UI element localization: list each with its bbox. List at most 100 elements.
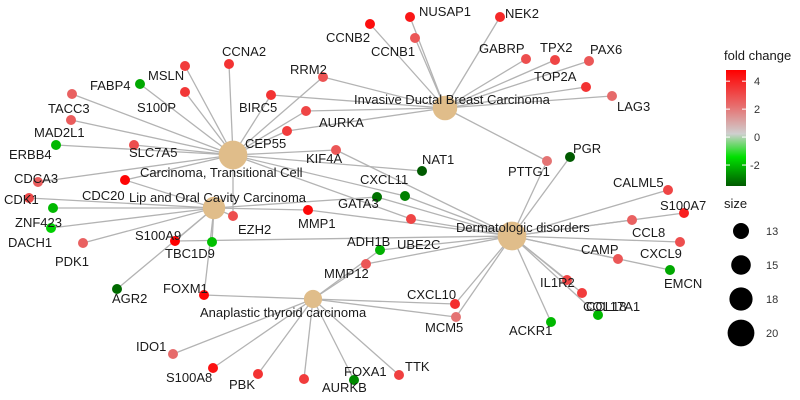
edge-cdc20-loc <box>124 179 215 209</box>
gene-node-agr2 <box>112 284 122 294</box>
edge-cdca3-ctc <box>37 154 234 183</box>
edge-s100a9-dd <box>174 235 513 242</box>
disease-node-lip-and-oral-cavity-carcinoma <box>202 196 226 220</box>
size-key-circle <box>731 255 751 275</box>
gene-node-ccnb2 <box>365 19 375 29</box>
gene-label-col17a1: COL17A1 <box>583 299 640 314</box>
edge-gabrp-idbc <box>444 58 527 109</box>
edge-tpx2-idbc <box>444 59 556 109</box>
disease-node-carcinoma-transitional-cell <box>218 140 248 170</box>
edge-pgr-dd <box>511 156 571 237</box>
gene-label-adh1b: ADH1B <box>347 234 390 249</box>
gene-label-agr2: AGR2 <box>112 291 147 306</box>
size-key-circle <box>727 319 755 347</box>
gene-node-cxcl10 <box>450 299 460 309</box>
edge-gata3-loc <box>213 196 378 209</box>
edge-mmp12-atc <box>312 263 367 300</box>
gene-node-ezh2 <box>228 211 238 221</box>
gene-label-pax6: PAX6 <box>590 42 622 57</box>
gene-label-mmp1: MMP1 <box>298 216 336 231</box>
edge-top2a-idbc <box>444 86 587 109</box>
gene-node-fabp4 <box>135 79 145 89</box>
edge-dach1-loc <box>50 207 215 229</box>
edge-cxcl10-atc <box>312 298 456 305</box>
gene-node-foxm1 <box>199 290 209 300</box>
gene-label-mcm5: MCM5 <box>425 320 463 335</box>
gene-node-ttk <box>394 370 404 380</box>
edge-col17a1-dd <box>511 235 599 316</box>
gene-label-ido1: IDO1 <box>136 339 166 354</box>
gene-node-msln <box>180 61 190 71</box>
gene-node-pax6 <box>584 56 594 66</box>
gene-label-tpx2: TPX2 <box>540 40 573 55</box>
colorbar-tick-label: 2 <box>754 104 760 116</box>
gene-node-ido1 <box>168 349 178 359</box>
edge-s100a8-atc <box>212 298 314 369</box>
gene-node-col17a1 <box>593 310 603 320</box>
gene-label-kif4a: KIF4A <box>306 151 342 166</box>
gene-label-nat1: NAT1 <box>422 152 454 167</box>
network-edges <box>28 16 685 381</box>
gene-node-tbc1d9 <box>207 237 217 247</box>
edge-ube2c-dd <box>410 218 513 237</box>
gene-label-birc5: BIRC5 <box>239 100 277 115</box>
edge-foxm1-atc <box>203 294 314 300</box>
gene-node-aurkb <box>299 374 309 384</box>
edge-ccl8-dd <box>511 219 633 237</box>
gene-label-cdk1: CDK1 <box>4 192 39 207</box>
gene-label-tbc1d9: TBC1D9 <box>165 246 215 261</box>
edge-pax6-idbc <box>444 60 590 109</box>
gene-node-lag3 <box>607 91 617 101</box>
gene-node-cxcl11 <box>400 191 410 201</box>
gene-label-pbk: PBK <box>229 377 255 392</box>
edge-fabp4-ctc <box>139 83 234 156</box>
edge-ube2c-ctc <box>232 154 412 220</box>
edge-tacc3-ctc <box>71 93 234 156</box>
gene-label-s100a7: S100A7 <box>660 198 706 213</box>
gene-node-s100a9 <box>170 236 180 246</box>
gene-label-cdc20: CDC20 <box>82 188 125 203</box>
gene-node-s100a8 <box>208 363 218 373</box>
gene-node-pdk1 <box>78 238 88 248</box>
colorbar-tick-label: 0 <box>754 132 760 144</box>
gene-label-s100a8: S100A8 <box>166 370 212 385</box>
edge-slc7a5-ctc <box>133 144 234 156</box>
gene-node-tacc3 <box>67 89 77 99</box>
gene-label-slc7a5: SLC7A5 <box>129 145 177 160</box>
disease-label-anaplastic-thyroid-carcinoma: Anaplastic thyroid carcinoma <box>200 305 367 320</box>
fold-change-colorbar <box>726 70 746 186</box>
disease-label-carcinoma-transitional-cell: Carcinoma, Transitional Cell <box>140 165 303 180</box>
gene-node-mmp1 <box>303 205 313 215</box>
edge-agr2-loc <box>116 207 215 290</box>
node-labels: Invasive Ductal Breast Carcinoma Carcinom… <box>4 4 706 395</box>
disease-node-anaplastic-thyroid-carcinoma <box>303 289 323 309</box>
edge-ccna2-ctc <box>228 63 234 156</box>
edge-cep55-idbc <box>286 107 446 132</box>
gene-node-il1r2 <box>562 275 572 285</box>
gene-node-pttg1 <box>542 156 552 166</box>
gene-node-mad2l1 <box>66 115 76 125</box>
gene-node-pgr <box>565 152 575 162</box>
gene-node-emcn <box>665 265 675 275</box>
edge-msln-ctc <box>184 65 234 156</box>
edge-ccnb2-idbc <box>369 23 446 109</box>
gene-label-znf423: ZNF423 <box>15 215 62 230</box>
gene-label-il1r2: IL1R2 <box>540 275 575 290</box>
gene-label-emcn: EMCN <box>664 276 702 291</box>
size-key-circle <box>733 223 749 239</box>
gene-label-ttk: TTK <box>405 359 430 374</box>
gene-node-rrm2 <box>318 72 328 82</box>
colorbar-tick-label: 4 <box>754 76 760 88</box>
gene-label-ccnb2: CCNB2 <box>326 30 370 45</box>
gene-node-birc5 <box>266 90 276 100</box>
gene-label-ezh2: EZH2 <box>238 222 271 237</box>
gene-label-cxcl9: CXCL9 <box>640 246 682 261</box>
gene-label-gata3: GATA3 <box>338 196 379 211</box>
gene-label-ccl18: CCL18 <box>586 299 626 314</box>
gene-label-foxa1: FOXA1 <box>344 364 387 379</box>
edge-mmp12-dd <box>365 235 513 265</box>
gene-label-cxcl10: CXCL10 <box>407 287 456 302</box>
edge-kif4a-ctc <box>232 149 337 156</box>
gene-node-pbk <box>253 369 263 379</box>
gene-label-gabrp: GABRP <box>479 41 525 56</box>
